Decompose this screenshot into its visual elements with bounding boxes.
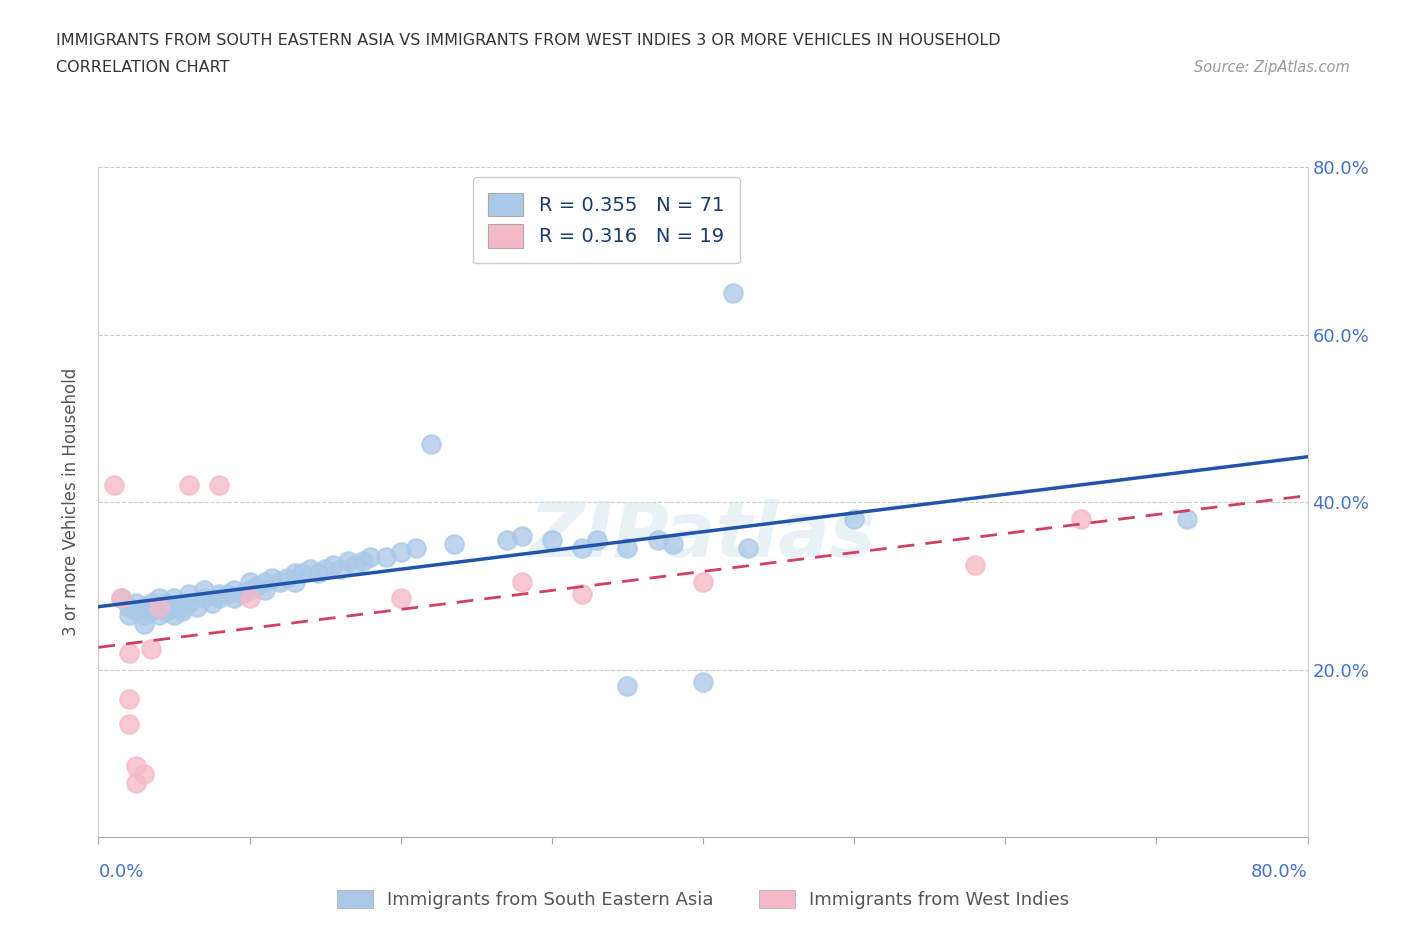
- Point: [125, 759, 148, 774]
- Point: [208, 478, 231, 493]
- Point: [291, 565, 314, 580]
- Point: [170, 604, 193, 618]
- Text: CORRELATION CHART: CORRELATION CHART: [56, 60, 229, 75]
- Point: [253, 575, 276, 590]
- Point: [110, 591, 132, 606]
- Text: IMMIGRANTS FROM SOUTH EASTERN ASIA VS IMMIGRANTS FROM WEST INDIES 3 OR MORE VEHI: IMMIGRANTS FROM SOUTH EASTERN ASIA VS IM…: [56, 33, 1001, 47]
- Legend: R = 0.355   N = 71, R = 0.316   N = 19: R = 0.355 N = 71, R = 0.316 N = 19: [472, 177, 740, 263]
- Point: [389, 545, 412, 560]
- Point: [616, 679, 638, 694]
- Point: [193, 582, 215, 598]
- Point: [571, 587, 593, 602]
- Point: [389, 591, 412, 606]
- Point: [262, 570, 284, 585]
- Point: [844, 512, 866, 526]
- Point: [208, 591, 231, 606]
- Point: [224, 591, 246, 606]
- Point: [148, 600, 170, 615]
- Point: [239, 591, 262, 606]
- Point: [299, 562, 322, 577]
- Point: [322, 558, 344, 573]
- Point: [125, 776, 148, 790]
- Point: [586, 533, 609, 548]
- Point: [103, 478, 125, 493]
- Point: [737, 541, 759, 556]
- Point: [141, 604, 163, 618]
- Point: [163, 591, 186, 606]
- Point: [148, 600, 170, 615]
- Y-axis label: 3 or more Vehicles in Household: 3 or more Vehicles in Household: [62, 368, 80, 636]
- Point: [125, 595, 148, 610]
- Point: [118, 600, 141, 615]
- Point: [352, 553, 374, 568]
- Point: [495, 533, 517, 548]
- Point: [118, 717, 141, 732]
- Point: [314, 562, 336, 577]
- Point: [118, 608, 141, 623]
- Point: [170, 600, 193, 615]
- Point: [329, 562, 352, 577]
- Point: [239, 582, 262, 598]
- Point: [269, 575, 291, 590]
- Point: [163, 608, 186, 623]
- Text: 80.0%: 80.0%: [1251, 863, 1308, 881]
- Text: ZIPatlas: ZIPatlas: [530, 498, 876, 573]
- Point: [571, 541, 593, 556]
- Point: [118, 645, 141, 660]
- Point: [141, 642, 163, 657]
- Point: [510, 528, 533, 543]
- Point: [132, 766, 155, 781]
- Point: [163, 600, 186, 615]
- Point: [179, 587, 201, 602]
- Point: [110, 591, 132, 606]
- Point: [1070, 512, 1092, 526]
- Point: [510, 575, 533, 590]
- Point: [215, 587, 238, 602]
- Point: [148, 591, 170, 606]
- Point: [647, 533, 669, 548]
- Text: Source: ZipAtlas.com: Source: ZipAtlas.com: [1194, 60, 1350, 75]
- Point: [692, 675, 714, 690]
- Point: [125, 604, 148, 618]
- Point: [132, 600, 155, 615]
- Point: [201, 595, 224, 610]
- Point: [1175, 512, 1198, 526]
- Point: [307, 565, 329, 580]
- Point: [132, 608, 155, 623]
- Point: [284, 565, 307, 580]
- Point: [155, 604, 177, 618]
- Point: [179, 595, 201, 610]
- Point: [276, 570, 298, 585]
- Point: [224, 582, 246, 598]
- Point: [443, 537, 465, 551]
- Point: [692, 575, 714, 590]
- Point: [141, 595, 163, 610]
- Point: [148, 608, 170, 623]
- Text: 0.0%: 0.0%: [98, 863, 143, 881]
- Point: [420, 436, 443, 451]
- Point: [374, 549, 396, 564]
- Point: [231, 587, 253, 602]
- Point: [253, 582, 276, 598]
- Point: [540, 533, 562, 548]
- Point: [344, 558, 367, 573]
- Point: [132, 617, 155, 631]
- Point: [239, 575, 262, 590]
- Point: [284, 575, 307, 590]
- Point: [186, 600, 208, 615]
- Point: [179, 478, 201, 493]
- Point: [405, 541, 427, 556]
- Point: [118, 692, 141, 707]
- Point: [155, 595, 177, 610]
- Point: [193, 591, 215, 606]
- Legend: Immigrants from South Eastern Asia, Immigrants from West Indies: Immigrants from South Eastern Asia, Immi…: [329, 883, 1077, 916]
- Point: [246, 578, 269, 593]
- Point: [965, 558, 987, 573]
- Point: [616, 541, 638, 556]
- Point: [662, 537, 685, 551]
- Point: [208, 587, 231, 602]
- Point: [360, 549, 382, 564]
- Point: [723, 286, 745, 300]
- Point: [336, 553, 359, 568]
